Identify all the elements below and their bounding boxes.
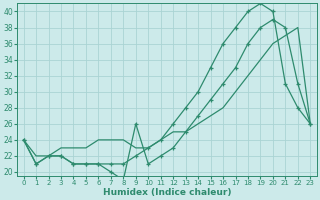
X-axis label: Humidex (Indice chaleur): Humidex (Indice chaleur) — [103, 188, 231, 197]
